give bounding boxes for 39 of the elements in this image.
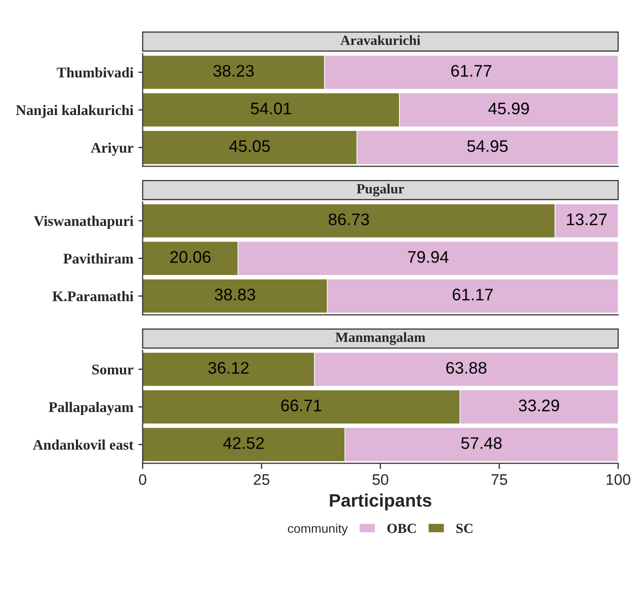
- x-tick-label: 25: [254, 474, 270, 485]
- data-label: 63.88: [446, 362, 486, 374]
- x-tick-label: 50: [372, 474, 388, 485]
- data-label: 36.12: [208, 362, 249, 374]
- legend-label: SC: [456, 524, 472, 534]
- y-tick-label: Pavithiram: [63, 253, 134, 264]
- y-tick-label: Pallapalayam: [48, 402, 134, 416]
- x-axis-title: Participants: [330, 494, 432, 510]
- y-tick-label: K.Paramathi: [52, 290, 134, 302]
- y-tick-label: Ariyur: [90, 142, 134, 156]
- data-label: 20.06: [170, 251, 210, 263]
- data-label: 38.23: [213, 64, 254, 77]
- data-label: 13.27: [567, 213, 607, 226]
- y-tick-label: Somur: [92, 364, 134, 375]
- x-tick-label: 75: [492, 474, 508, 485]
- y-tick-label: Viswanathapuri: [34, 216, 134, 229]
- data-label: 54.95: [467, 140, 508, 152]
- data-label: 57.48: [461, 437, 502, 449]
- x-tick-label: 100: [606, 474, 630, 485]
- x-tick-label: 0: [139, 474, 146, 485]
- chart-title: Aravakurichi: [340, 35, 420, 46]
- data-label: 86.73: [328, 213, 369, 226]
- legend-label: OBC: [387, 524, 416, 534]
- data-label: 33.29: [518, 400, 560, 412]
- data-label: 45.99: [488, 102, 529, 114]
- data-label: 79.94: [408, 251, 448, 263]
- data-label: 38.83: [214, 288, 256, 300]
- y-tick-label: Thumbivadi: [56, 67, 134, 78]
- y-tick-label: Nanjai kalakurichi: [16, 104, 134, 118]
- data-label: 61.77: [451, 64, 492, 77]
- data-label: 45.05: [229, 140, 270, 152]
- y-tick-label: Andankovil east: [32, 439, 134, 450]
- chart-title: Pugalur: [356, 184, 404, 196]
- legend-title: community: [288, 524, 348, 536]
- data-label: 42.52: [223, 437, 264, 449]
- chart-title: Manmangalam: [336, 332, 426, 345]
- data-label: 66.71: [281, 400, 322, 412]
- data-label: 61.17: [452, 288, 493, 300]
- data-label: 54.01: [250, 102, 292, 114]
